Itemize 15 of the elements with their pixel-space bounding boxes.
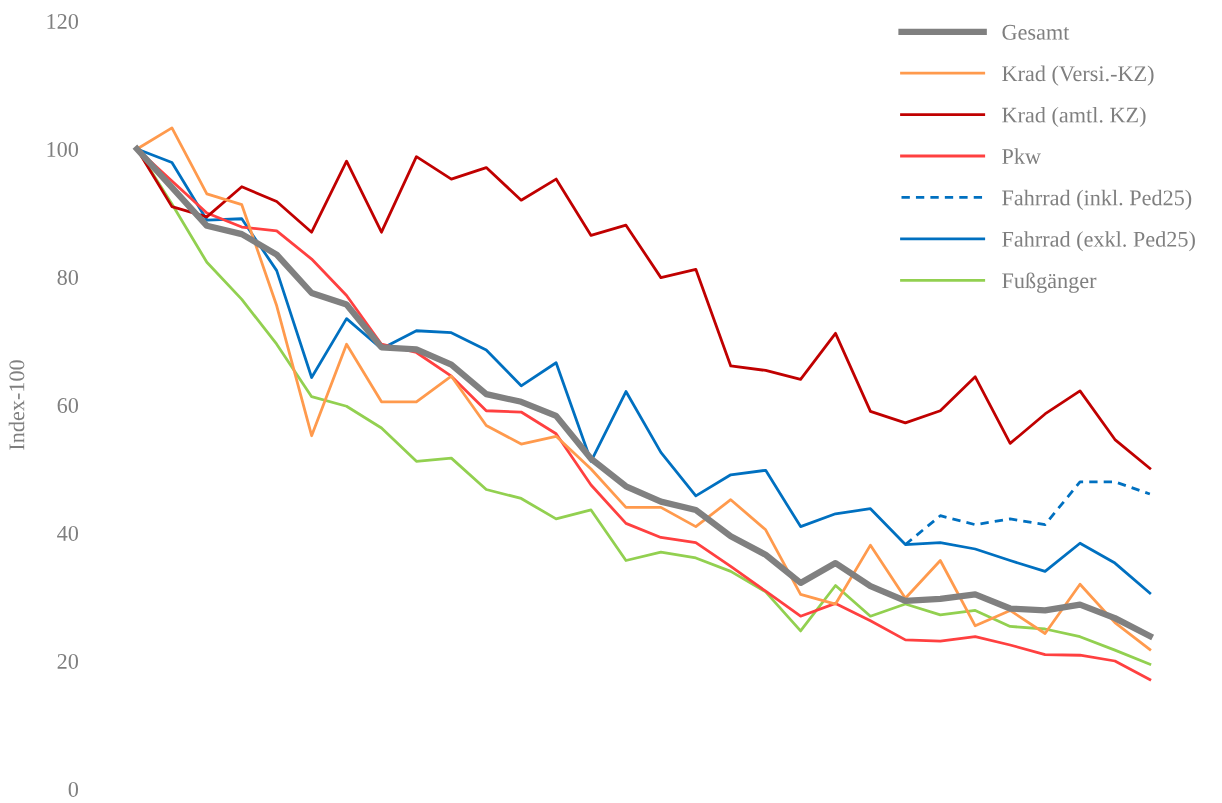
legend-label: Gesamt — [1002, 24, 1070, 40]
legend-label: Fahrrad (exkl. Ped25) — [1002, 231, 1195, 252]
legend-label: Pkw — [1002, 148, 1041, 164]
y-tick-label: 80 — [57, 269, 79, 285]
y-tick-label: 100 — [47, 141, 79, 157]
legend-label: Krad (Versi.-KZ) — [1002, 65, 1154, 86]
legend-label: Krad (amtl. KZ) — [1002, 106, 1146, 128]
y-tick-label: 60 — [57, 397, 79, 413]
y-tick-label: 0 — [68, 781, 79, 797]
legend-label: Fußgänger — [1002, 272, 1097, 293]
y-axis-title: Index-100 — [8, 360, 25, 450]
y-tick-label: 120 — [47, 13, 79, 29]
y-tick-label: 40 — [57, 525, 79, 541]
y-tick-label: 20 — [57, 653, 79, 669]
legend-label: Fahrrad (inkl. Ped25) — [1002, 189, 1192, 210]
